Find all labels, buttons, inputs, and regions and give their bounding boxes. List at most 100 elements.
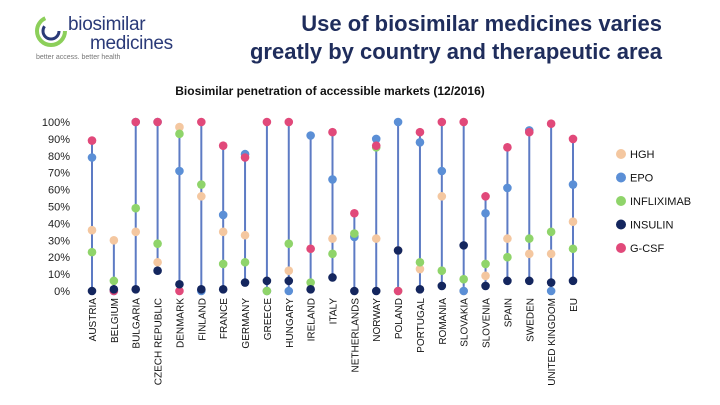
- point-g-csf: [175, 286, 184, 296]
- point-hgh: [568, 217, 578, 227]
- category-label: NORWAY: [372, 298, 383, 342]
- category-label: GREECE: [263, 298, 274, 341]
- logo-name-line1: biosimilar: [68, 14, 146, 35]
- point-hgh: [197, 192, 206, 201]
- category-label: ROMANIA: [438, 298, 449, 345]
- point-g-csf: [306, 244, 315, 254]
- point-insulin: [459, 241, 468, 250]
- point-infliximab: [175, 129, 184, 139]
- point-g-csf: [284, 117, 294, 127]
- point-insulin: [503, 276, 512, 286]
- point-hgh: [218, 227, 228, 237]
- point-insulin: [131, 285, 141, 294]
- point-epo: [218, 210, 228, 220]
- point-insulin: [87, 286, 97, 296]
- point-g-csf: [481, 192, 490, 201]
- point-insulin: [175, 279, 184, 289]
- legend-label: G-CSF: [630, 243, 665, 255]
- point-infliximab: [503, 252, 512, 262]
- point-hgh: [437, 192, 447, 201]
- legend-label: HGH: [630, 149, 655, 161]
- point-epo: [328, 175, 337, 184]
- point-g-csf: [393, 286, 403, 296]
- point-hgh: [284, 266, 294, 276]
- point-infliximab: [262, 286, 272, 296]
- y-tick-label: 100%: [42, 117, 70, 129]
- point-infliximab: [109, 276, 119, 286]
- point-hgh: [415, 264, 425, 274]
- chart-title: Biosimilar penetration of accessible mar…: [175, 84, 484, 98]
- point-epo: [175, 166, 184, 176]
- point-insulin: [481, 281, 490, 291]
- headline-line1: Use of biosimilar medicines varies: [301, 11, 662, 36]
- point-hgh: [371, 234, 381, 243]
- headline-line2: greatly by country and therapeutic area: [249, 39, 662, 64]
- point-infliximab: [87, 247, 97, 257]
- point-insulin: [262, 276, 272, 286]
- legend-marker: [616, 243, 626, 253]
- point-infliximab: [240, 257, 250, 267]
- legend-marker: [616, 172, 626, 183]
- point-epo: [546, 286, 556, 296]
- category-label: HUNGARY: [285, 298, 296, 348]
- point-epo: [459, 286, 468, 296]
- point-g-csf: [568, 134, 578, 144]
- legend-marker: [616, 196, 626, 206]
- point-g-csf: [218, 141, 228, 150]
- point-epo: [87, 153, 97, 162]
- point-infliximab: [437, 266, 447, 276]
- point-insulin: [306, 285, 315, 294]
- point-g-csf: [262, 117, 272, 127]
- legend-label: INSULIN: [630, 220, 673, 232]
- point-infliximab: [568, 244, 578, 254]
- category-label: CZECH REPUBLIC: [154, 298, 165, 385]
- point-insulin: [415, 285, 425, 294]
- point-infliximab: [524, 234, 534, 243]
- point-insulin: [328, 273, 337, 282]
- point-insulin: [153, 266, 162, 276]
- point-insulin: [568, 276, 578, 286]
- point-hgh: [131, 227, 141, 237]
- point-hgh: [153, 257, 162, 267]
- point-insulin: [393, 246, 403, 255]
- category-label: EU: [569, 298, 580, 312]
- category-label: FINLAND: [197, 298, 208, 341]
- category-label: BULGARIA: [132, 298, 143, 349]
- point-hgh: [109, 236, 119, 245]
- point-hgh: [175, 122, 184, 132]
- category-label: SLOVENIA: [482, 298, 493, 348]
- point-g-csf: [197, 117, 206, 127]
- category-label: ITALY: [329, 298, 340, 325]
- point-hgh: [481, 271, 490, 281]
- category-label: SLOVAKIA: [460, 298, 471, 347]
- point-infliximab: [306, 278, 315, 287]
- point-epo: [568, 180, 578, 189]
- category-label: NETHERLANDS: [350, 298, 361, 373]
- category-label: AUSTRIA: [88, 298, 99, 342]
- category-label: SPAIN: [503, 298, 514, 327]
- point-epo: [481, 208, 490, 218]
- y-tick-label: 20%: [48, 252, 70, 264]
- point-insulin: [371, 286, 381, 296]
- point-insulin: [197, 285, 206, 294]
- legend-label: INFLIXIMAB: [630, 196, 691, 208]
- point-infliximab: [546, 227, 556, 237]
- category-label: DENMARK: [175, 298, 186, 348]
- point-epo: [371, 134, 381, 144]
- point-hgh: [546, 249, 556, 259]
- point-g-csf: [437, 117, 447, 127]
- point-infliximab: [153, 239, 162, 248]
- point-epo: [503, 183, 512, 193]
- point-epo: [437, 166, 447, 176]
- category-label: GERMANY: [241, 298, 252, 349]
- point-hgh: [87, 225, 97, 235]
- headline: Use of biosimilar medicines varies great…: [192, 10, 662, 66]
- category-label: FRANCE: [219, 298, 230, 339]
- legend-marker: [616, 149, 626, 159]
- point-insulin: [284, 276, 294, 286]
- point-infliximab: [131, 203, 141, 213]
- point-g-csf: [459, 117, 468, 127]
- point-epo: [284, 286, 294, 296]
- y-tick-label: 50%: [48, 202, 70, 214]
- point-infliximab: [459, 274, 468, 284]
